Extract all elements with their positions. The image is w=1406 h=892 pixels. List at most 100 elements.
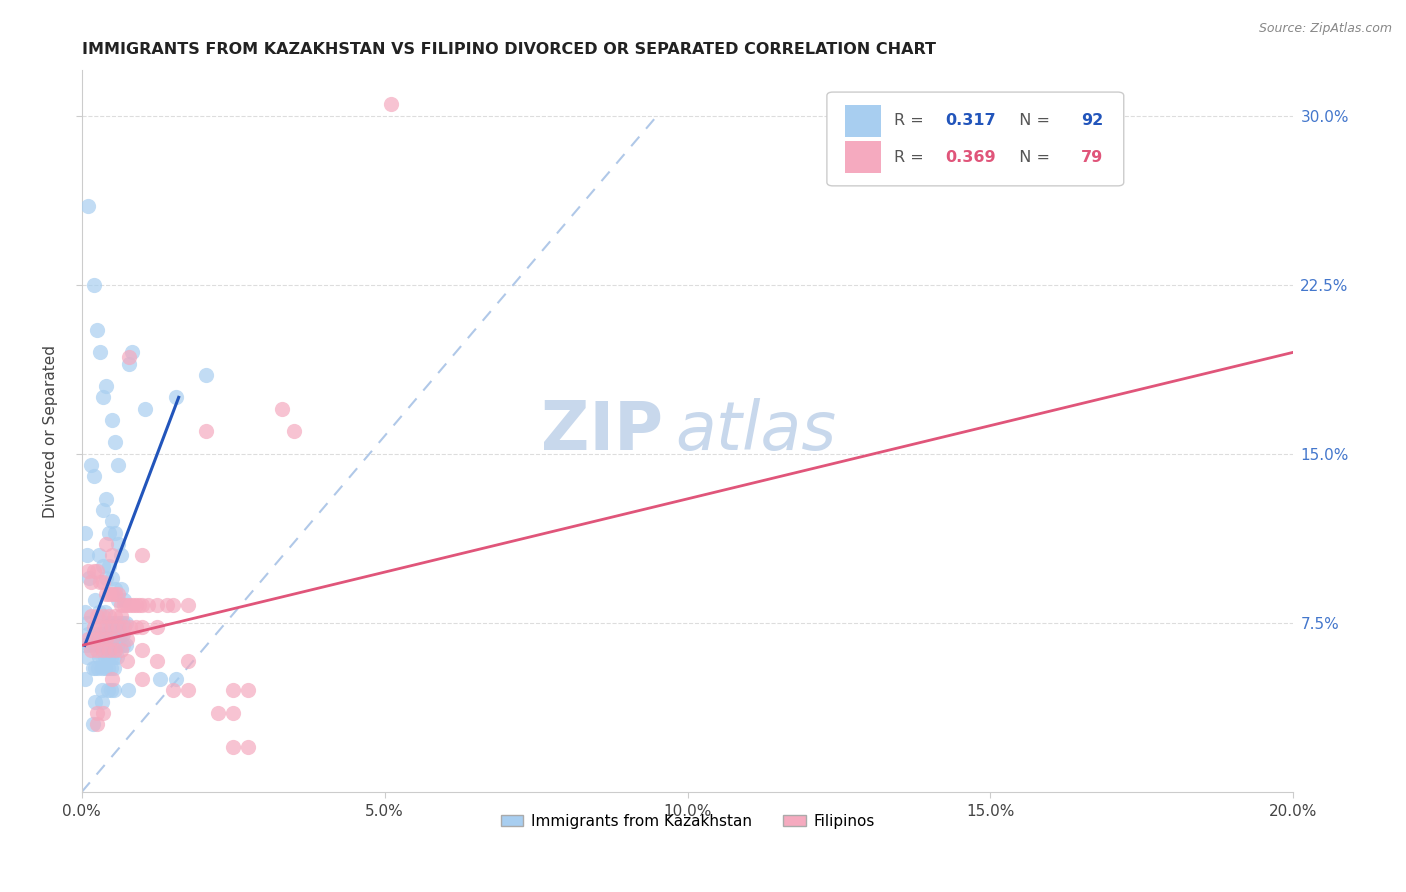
Point <box>165 390 187 404</box>
Point <box>98 643 121 657</box>
Point <box>283 424 305 438</box>
FancyBboxPatch shape <box>827 92 1123 186</box>
Text: R =: R = <box>894 113 928 128</box>
Point <box>115 632 138 646</box>
Point <box>238 739 260 754</box>
Point <box>103 661 125 675</box>
Point <box>98 586 121 600</box>
Point <box>97 683 120 698</box>
Point <box>101 672 124 686</box>
FancyBboxPatch shape <box>845 104 882 137</box>
Point <box>94 571 117 585</box>
Point <box>87 649 110 664</box>
Point <box>110 582 132 596</box>
Point <box>73 639 96 653</box>
Point <box>94 661 117 675</box>
Point <box>107 537 129 551</box>
Point <box>104 586 127 600</box>
Point <box>238 683 260 698</box>
Point <box>94 620 117 634</box>
Point <box>86 706 108 720</box>
Point <box>90 683 112 698</box>
Point <box>101 632 124 646</box>
Point <box>89 620 111 634</box>
Point <box>77 571 100 585</box>
Point <box>115 639 138 653</box>
Point <box>83 564 105 578</box>
Point <box>100 683 122 698</box>
Point <box>107 593 129 607</box>
Point <box>91 503 114 517</box>
Point <box>76 199 98 213</box>
Y-axis label: Divorced or Separated: Divorced or Separated <box>44 344 58 517</box>
Point <box>76 615 98 630</box>
Point <box>100 627 122 641</box>
Point <box>84 627 107 641</box>
Text: ZIP: ZIP <box>541 398 664 464</box>
Point <box>104 525 127 540</box>
Point <box>112 620 135 634</box>
Point <box>101 620 124 634</box>
Point <box>155 598 177 612</box>
Text: Source: ZipAtlas.com: Source: ZipAtlas.com <box>1258 22 1392 36</box>
Point <box>101 515 124 529</box>
Point <box>125 598 148 612</box>
Point <box>73 672 96 686</box>
Point <box>165 672 187 686</box>
Point <box>108 615 131 630</box>
Point <box>100 639 122 653</box>
Point <box>101 586 124 600</box>
Point <box>86 643 108 657</box>
Point <box>108 627 131 641</box>
Point <box>222 739 245 754</box>
Point <box>89 632 111 646</box>
Point <box>82 717 104 731</box>
Text: 0.317: 0.317 <box>946 113 997 128</box>
Point <box>146 620 169 634</box>
Point <box>103 649 125 664</box>
Point <box>77 639 100 653</box>
Point <box>80 643 103 657</box>
Point <box>86 564 108 578</box>
Point <box>86 323 108 337</box>
Point <box>91 575 114 590</box>
Point <box>91 706 114 720</box>
Point <box>82 627 104 641</box>
Point <box>94 632 117 646</box>
Point <box>108 639 131 653</box>
Point <box>87 605 110 619</box>
Point <box>101 571 124 585</box>
Point <box>91 559 114 574</box>
Point <box>177 683 200 698</box>
Point <box>105 639 128 653</box>
Point <box>80 458 103 472</box>
Point <box>101 548 124 562</box>
Point <box>222 683 245 698</box>
Point <box>98 559 121 574</box>
Point <box>87 627 110 641</box>
Point <box>90 695 112 709</box>
Point <box>131 620 153 634</box>
Point <box>87 661 110 675</box>
Point <box>84 593 107 607</box>
Point <box>103 639 125 653</box>
Point <box>83 620 105 634</box>
Point <box>162 598 184 612</box>
Point <box>194 424 217 438</box>
Point <box>104 435 127 450</box>
Point <box>117 683 139 698</box>
Point <box>222 706 245 720</box>
Point <box>118 357 141 371</box>
Point <box>146 654 169 668</box>
Point <box>94 491 117 506</box>
Point <box>94 537 117 551</box>
Point <box>112 598 135 612</box>
Text: atlas: atlas <box>675 398 837 464</box>
Point <box>90 615 112 630</box>
Point <box>91 609 114 624</box>
Point <box>98 609 121 624</box>
Point <box>115 598 138 612</box>
Point <box>89 345 111 359</box>
Point <box>131 548 153 562</box>
Point <box>76 632 98 646</box>
